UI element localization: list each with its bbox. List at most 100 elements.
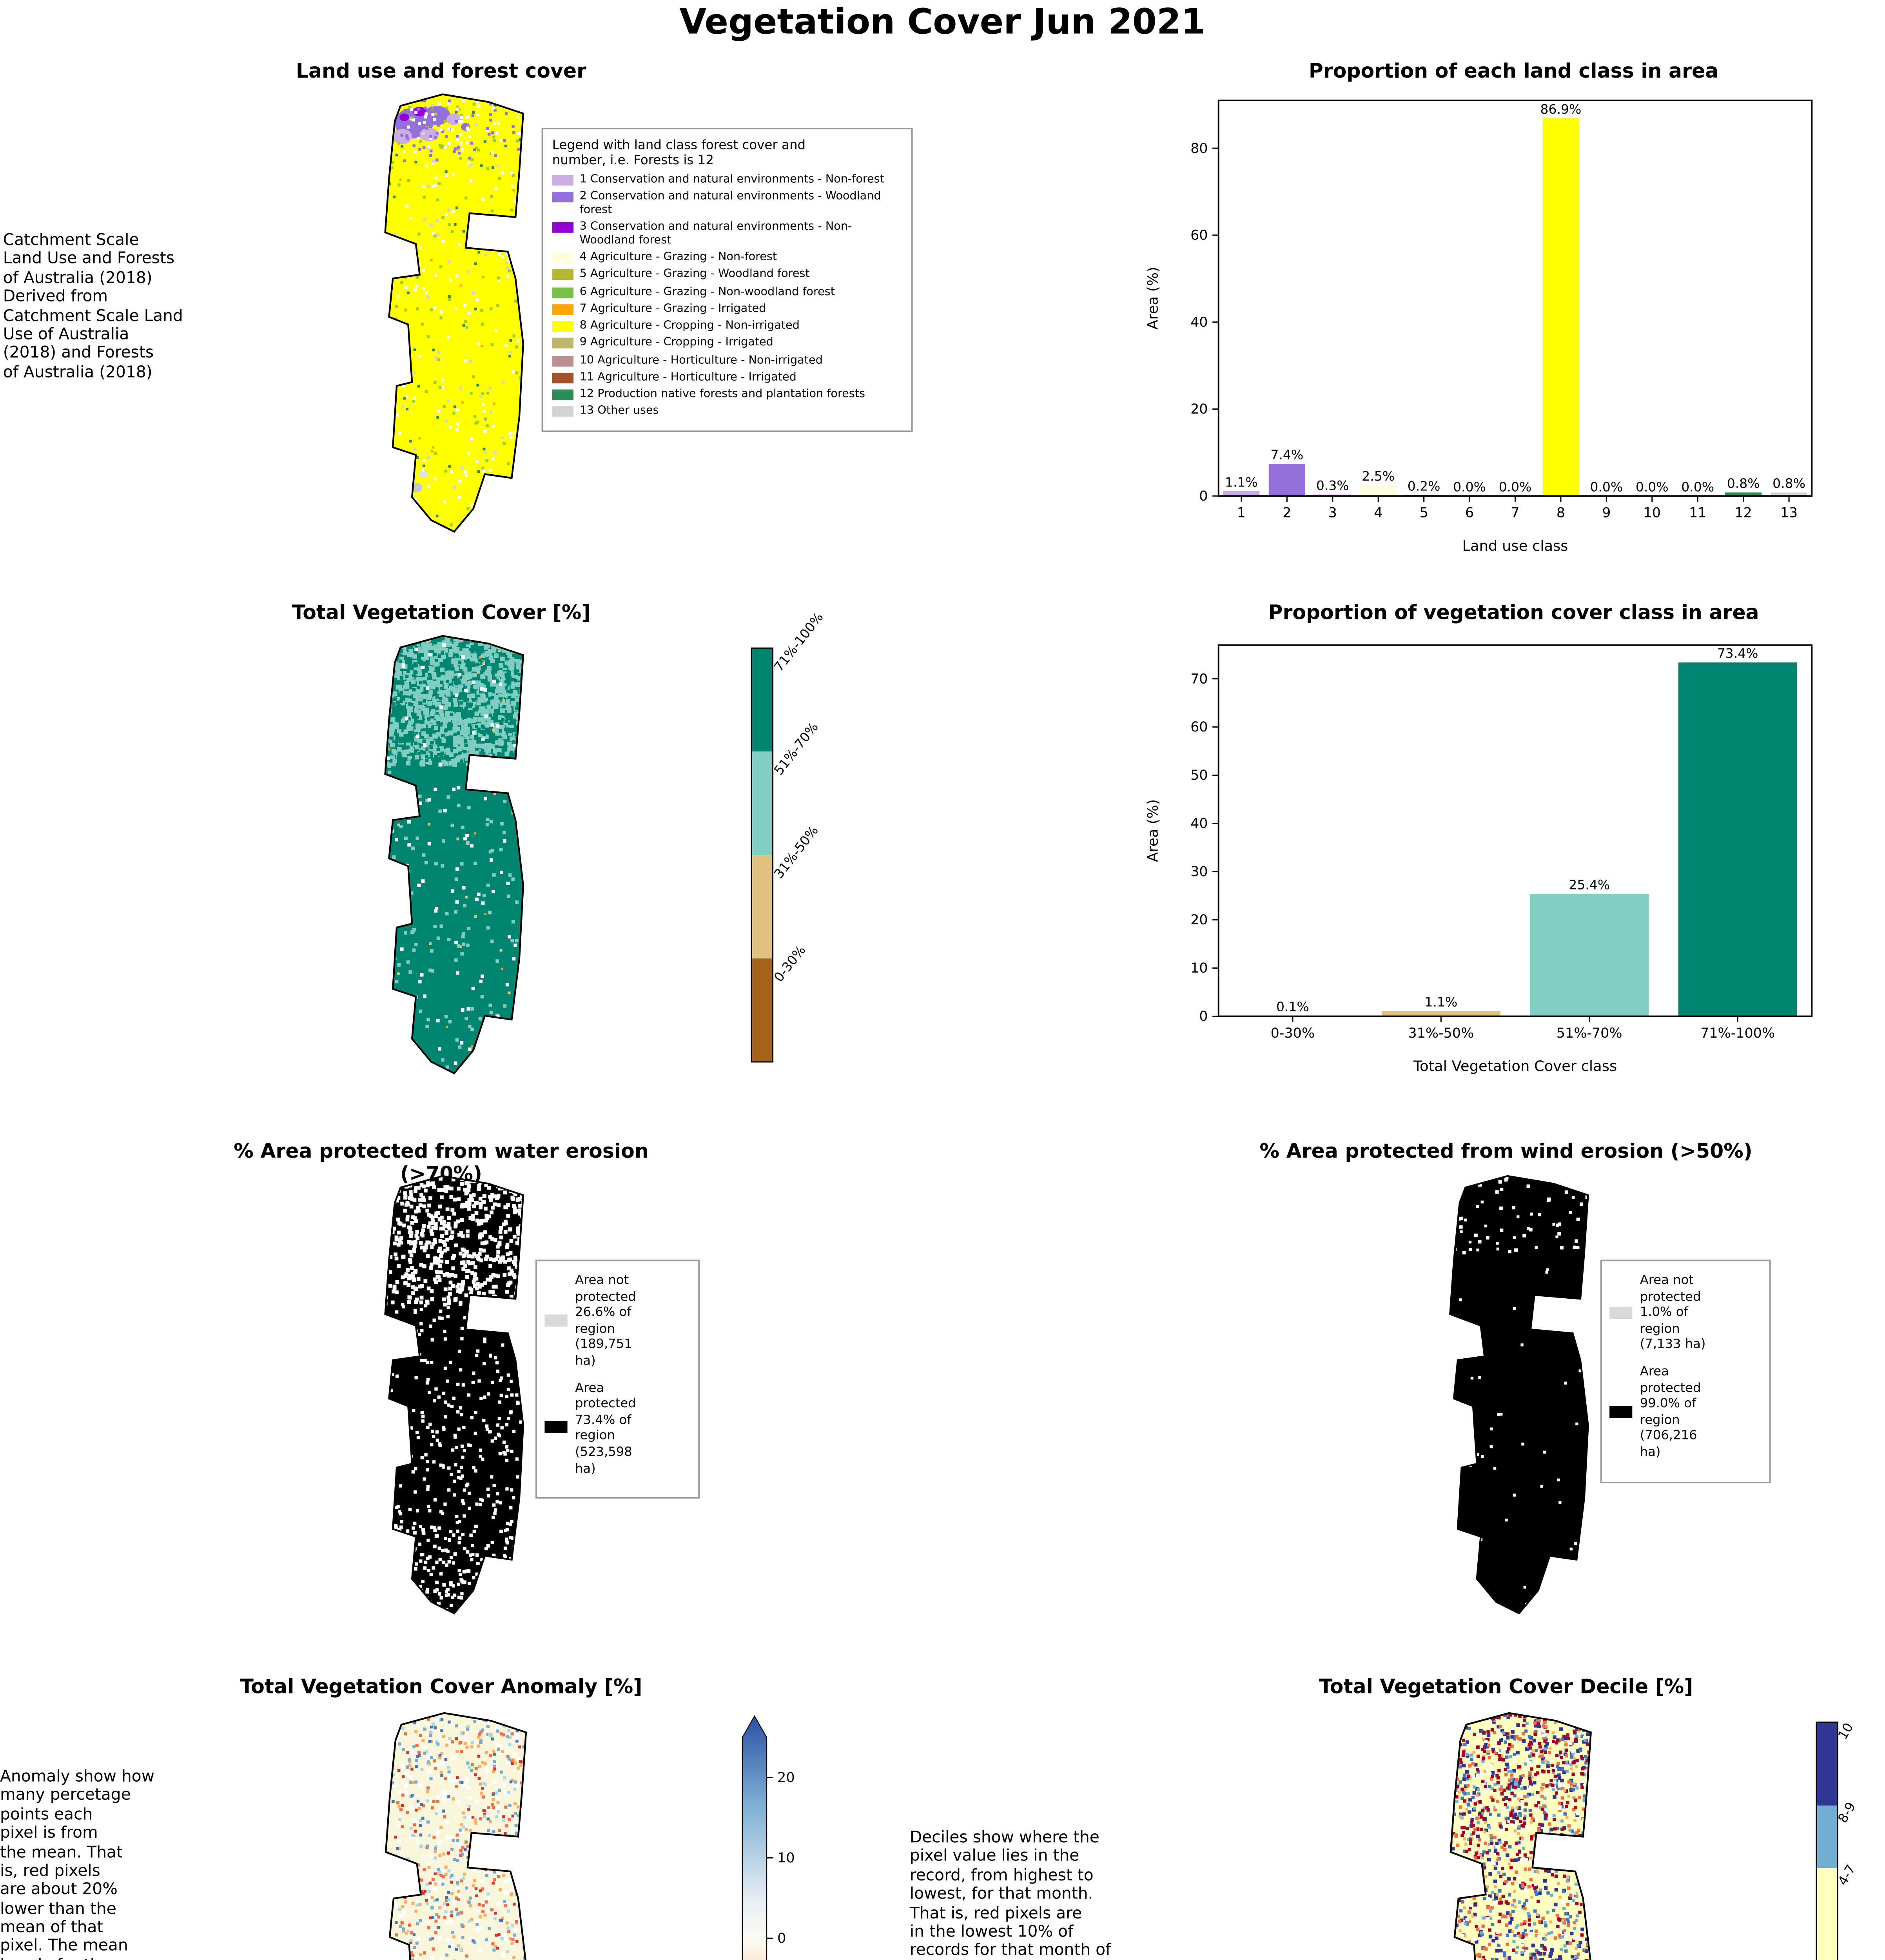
- vegcover-map-title: Total Vegetation Cover [%]: [292, 602, 591, 626]
- wind-erosion-legend: Area not protected 1.0% of region (7,133…: [1600, 1259, 1771, 1483]
- legend-entry: Area not protected 1.0% of region (7,133…: [1609, 1272, 1762, 1353]
- svg-text:7: 7: [1511, 505, 1519, 521]
- legend-label: 9 Agriculture - Cropping - Irrigated: [579, 335, 773, 349]
- svg-text:60: 60: [1190, 228, 1208, 243]
- svg-text:20: 20: [1190, 401, 1208, 417]
- svg-text:60: 60: [1190, 719, 1208, 735]
- not-protected-swatch: [544, 1314, 568, 1327]
- svg-text:0: 0: [1199, 488, 1208, 504]
- legend-label: 8 Agriculture - Cropping - Non-irrigated: [579, 318, 800, 332]
- landuse-legend-items: 1 Conservation and natural environments …: [552, 172, 902, 418]
- landclass-chart-title: Proportion of each land class in area: [1308, 61, 1719, 84]
- bar-value-label: 1.1%: [1225, 474, 1258, 490]
- decile-map-title: Total Vegetation Cover Decile [%]: [1319, 1676, 1693, 1700]
- svg-text:11: 11: [1689, 505, 1706, 521]
- svg-text:0-30%: 0-30%: [771, 942, 809, 985]
- legend-label: 12 Production native forests and plantat…: [579, 386, 865, 400]
- legend-label: 11 Agriculture - Horticulture - Irrigate…: [579, 369, 796, 383]
- svg-text:51%-70%: 51%-70%: [1557, 1025, 1622, 1041]
- svg-text:40: 40: [1190, 816, 1208, 831]
- svg-text:1: 1: [1237, 505, 1246, 521]
- bar: [1725, 492, 1762, 496]
- bar-value-label: 0.0%: [1681, 479, 1714, 495]
- bar-value-label: 0.0%: [1499, 479, 1532, 495]
- svg-text:40: 40: [1190, 314, 1208, 330]
- svg-text:Area (%): Area (%): [1144, 267, 1161, 330]
- svg-text:12: 12: [1734, 505, 1752, 521]
- svg-text:10: 10: [1644, 505, 1661, 521]
- legend-label: 7 Agriculture - Grazing - Irrigated: [579, 301, 766, 315]
- legend-entry: Area protected 99.0% of region (706,216 …: [1609, 1363, 1762, 1460]
- bar-value-label: 0.1%: [1276, 999, 1309, 1014]
- legend-swatch: [552, 252, 574, 264]
- svg-text:Area (%): Area (%): [1144, 799, 1161, 862]
- protected-swatch: [544, 1421, 568, 1434]
- bar-value-label: 0.3%: [1316, 478, 1349, 493]
- bar-value-label: 86.9%: [1540, 102, 1582, 117]
- legend-item: 11 Agriculture - Horticulture - Irrigate…: [552, 369, 902, 384]
- legend-item: 13 Other uses: [552, 403, 902, 418]
- svg-text:0-30%: 0-30%: [1271, 1025, 1315, 1041]
- legend-label: 4 Agriculture - Grazing - Non-forest: [579, 250, 777, 264]
- vegclass-bar-chart: 0 10 20 30 40 50 60 70 0.1% 0-30% 1.1% 31%-50% 25.4%…: [1144, 644, 1813, 1074]
- legend-swatch: [552, 389, 574, 400]
- bar: [1530, 894, 1649, 1016]
- water-erosion-legend: Area not protected 26.6% of region (189,…: [535, 1259, 700, 1499]
- legend-label: 10 Agriculture - Horticulture - Non-irri…: [579, 352, 823, 366]
- svg-text:2: 2: [1283, 505, 1291, 521]
- legend-item: 6 Agriculture - Grazing - Non-woodland f…: [552, 284, 902, 299]
- legend-label: 6 Agriculture - Grazing - Non-woodland f…: [579, 284, 835, 298]
- landuse-map: [384, 93, 524, 533]
- svg-text:9: 9: [1602, 505, 1611, 521]
- not-protected-swatch: [1609, 1306, 1633, 1318]
- not-protected-label: Area not protected 1.0% of region (7,133…: [1640, 1272, 1706, 1352]
- legend-item: 4 Agriculture - Grazing - Non-forest: [552, 250, 902, 265]
- bar-value-label: 2.5%: [1362, 468, 1395, 484]
- svg-text:70: 70: [1190, 671, 1208, 687]
- vegcover-map: [384, 635, 524, 1074]
- bar: [1678, 662, 1797, 1016]
- bar: [1268, 464, 1305, 496]
- svg-text:Total Vegetation Cover class: Total Vegetation Cover class: [1413, 1058, 1617, 1074]
- legend-item: 10 Agriculture - Horticulture - Non-irri…: [552, 352, 902, 367]
- landuse-map-title: Land use and forest cover: [296, 61, 587, 84]
- legend-label: 1 Conservation and natural environments …: [579, 172, 884, 186]
- svg-text:4: 4: [1374, 505, 1382, 521]
- legend-label: 5 Agriculture - Grazing - Woodland fores…: [579, 267, 810, 281]
- wind-erosion-map: [1449, 1175, 1589, 1615]
- legend-label: 2 Conservation and natural environments …: [579, 189, 881, 216]
- legend-item: 1 Conservation and natural environments …: [552, 172, 902, 187]
- svg-text:13: 13: [1780, 505, 1798, 521]
- bar: [1542, 118, 1579, 496]
- svg-text:30: 30: [1190, 864, 1208, 880]
- bar: [1381, 1011, 1500, 1016]
- legend-label: 13 Other uses: [579, 403, 659, 417]
- legend-swatch: [552, 304, 574, 315]
- legend-swatch: [552, 372, 574, 383]
- legend-entry: Area not protected 26.6% of region (189,…: [544, 1272, 691, 1369]
- page-title: Vegetation Cover Jun 2021: [679, 3, 1206, 43]
- protected-label: Area protected 99.0% of region (706,216 …: [1640, 1363, 1701, 1459]
- svg-text:20: 20: [1190, 912, 1208, 928]
- decile-map: [1450, 1712, 1592, 1960]
- legend-swatch: [552, 321, 574, 332]
- anomaly-map: [385, 1712, 527, 1960]
- bar-value-label: 7.4%: [1270, 447, 1303, 463]
- bar: [1360, 485, 1397, 496]
- svg-text:31%-50%: 31%-50%: [771, 823, 821, 881]
- protected-swatch: [1609, 1405, 1633, 1418]
- legend-item: 9 Agriculture - Cropping - Irrigated: [552, 335, 902, 350]
- water-erosion-map: [384, 1175, 524, 1615]
- legend-item: 2 Conservation and natural environments …: [552, 189, 902, 217]
- svg-text:5: 5: [1420, 505, 1428, 521]
- landuse-legend: Legend with land class forest cover and …: [541, 128, 913, 432]
- anomaly-map-title: Total Vegetation Cover Anomaly [%]: [240, 1676, 642, 1700]
- legend-swatch: [552, 175, 574, 186]
- protected-label: Area protected 73.4% of region (523,598 …: [575, 1379, 636, 1475]
- legend-item: 5 Agriculture - Grazing - Woodland fores…: [552, 267, 902, 282]
- svg-text:3: 3: [1328, 505, 1337, 521]
- bar-value-label: 0.8%: [1773, 476, 1805, 491]
- bar-value-label: 25.4%: [1569, 877, 1610, 892]
